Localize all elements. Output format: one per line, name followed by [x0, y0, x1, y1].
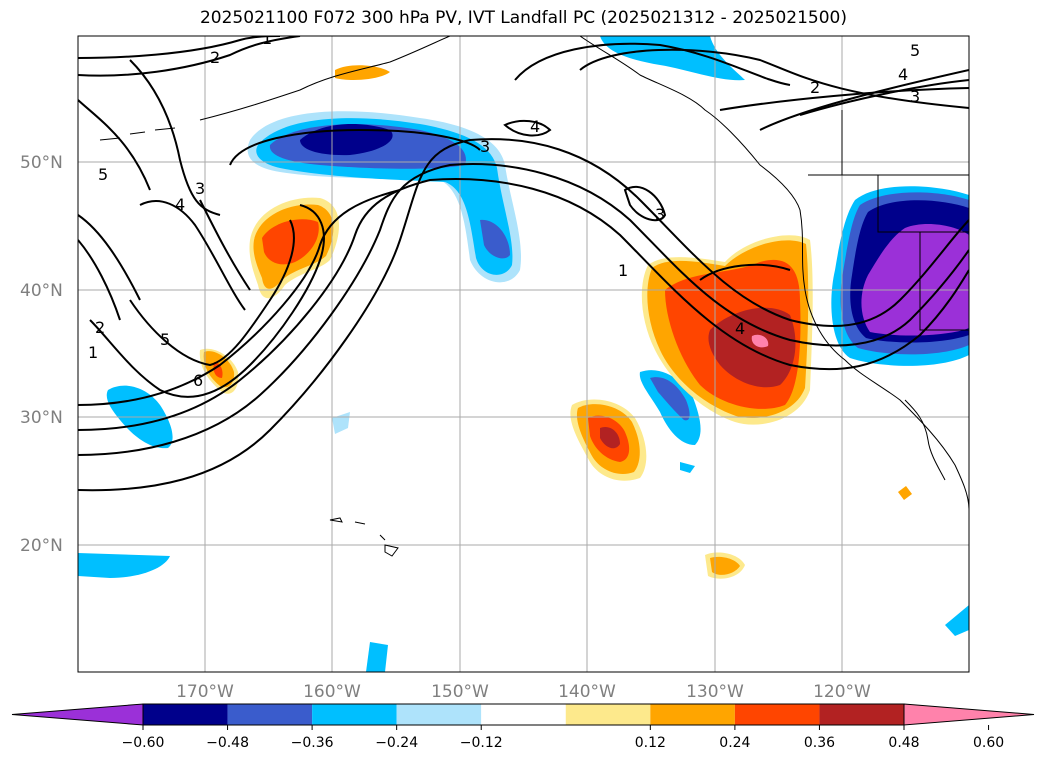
svg-text:4: 4	[898, 65, 908, 84]
colorbar-bin	[312, 704, 397, 725]
colorbar-bin	[227, 704, 313, 725]
lon-label-130w: 130°W	[686, 682, 744, 702]
longitude-labels: 170°W 160°W 150°W 140°W 130°W 120°W	[176, 682, 871, 702]
svg-text:1: 1	[262, 29, 272, 48]
svg-text:5: 5	[98, 165, 108, 184]
svg-text:6: 6	[193, 371, 203, 390]
pv-contours	[78, 36, 969, 492]
colorbar-tick-label: −0.24	[375, 735, 418, 751]
colorbar-bin	[650, 704, 735, 725]
coastlines	[99, 36, 969, 557]
svg-text:3: 3	[910, 87, 920, 106]
colorbar-tick-label: −0.36	[291, 735, 334, 751]
svg-text:2: 2	[210, 48, 220, 67]
svg-text:4: 4	[735, 319, 745, 338]
negative-anomaly-gulf-of-alaska	[247, 111, 522, 283]
lon-label-140w: 140°W	[558, 682, 616, 702]
colorbar-bin	[819, 704, 904, 725]
svg-text:3: 3	[480, 137, 490, 156]
contour-labels: 1 2 3 4 5 2 1 5 6 3 4 1 3 4 2 5 4 3	[88, 29, 920, 390]
positive-anomaly-offshore-california	[641, 235, 813, 425]
map-title: 2025021100 F072 300 hPa PV, IVT Landfall…	[199, 8, 847, 28]
colorbar-tick-label: 0.24	[719, 735, 750, 751]
colorbar-tick-label: −0.12	[460, 735, 503, 751]
colorbar-tick-label: 0.36	[804, 735, 835, 751]
lon-label-160w: 160°W	[303, 682, 361, 702]
svg-text:2: 2	[810, 78, 820, 97]
lat-label-30n: 30°N	[20, 408, 63, 428]
lon-label-150w: 150°W	[431, 682, 489, 702]
lat-label-20n: 20°N	[20, 536, 63, 556]
latitude-labels: 50°N 40°N 30°N 20°N	[20, 153, 63, 556]
negative-anomaly-alaska-panhandle	[600, 36, 745, 81]
svg-text:3: 3	[655, 205, 665, 224]
colorbar-bin	[481, 704, 566, 725]
svg-text:4: 4	[530, 117, 540, 136]
colorbar-tick-label: 0.12	[635, 735, 666, 751]
colorbar-extend-low	[11, 703, 144, 726]
lat-label-50n: 50°N	[20, 153, 63, 173]
colorbar: −0.60 −0.48 −0.36 −0.24 −0.12 0.12 0.24 0.36 0.4…	[11, 703, 1035, 751]
colorbar-bin	[143, 704, 228, 725]
map-border	[77, 35, 970, 673]
svg-text:5: 5	[160, 330, 170, 349]
svg-text:5: 5	[910, 41, 920, 60]
svg-text:4: 4	[175, 195, 185, 214]
colorbar-tick-label: 0.48	[888, 735, 919, 751]
colorbar-bin	[734, 704, 820, 725]
lon-label-170w: 170°W	[176, 682, 234, 702]
colorbar-tick-label: 0.60	[973, 735, 1004, 751]
colorbar-tick-label: −0.60	[122, 735, 165, 751]
colorbar-tick-label: −0.48	[206, 735, 249, 751]
svg-text:1: 1	[88, 343, 98, 362]
colorbar-extend-high	[903, 703, 1035, 726]
colorbar-bin	[396, 704, 482, 725]
svg-text:2: 2	[95, 318, 105, 337]
colorbar-border	[142, 703, 905, 726]
graticule	[78, 36, 969, 672]
colorbar-bin	[565, 704, 651, 725]
svg-text:1: 1	[618, 261, 628, 280]
svg-text:3: 3	[195, 179, 205, 198]
lat-label-40n: 40°N	[20, 281, 63, 301]
lon-label-120w: 120°W	[813, 682, 871, 702]
